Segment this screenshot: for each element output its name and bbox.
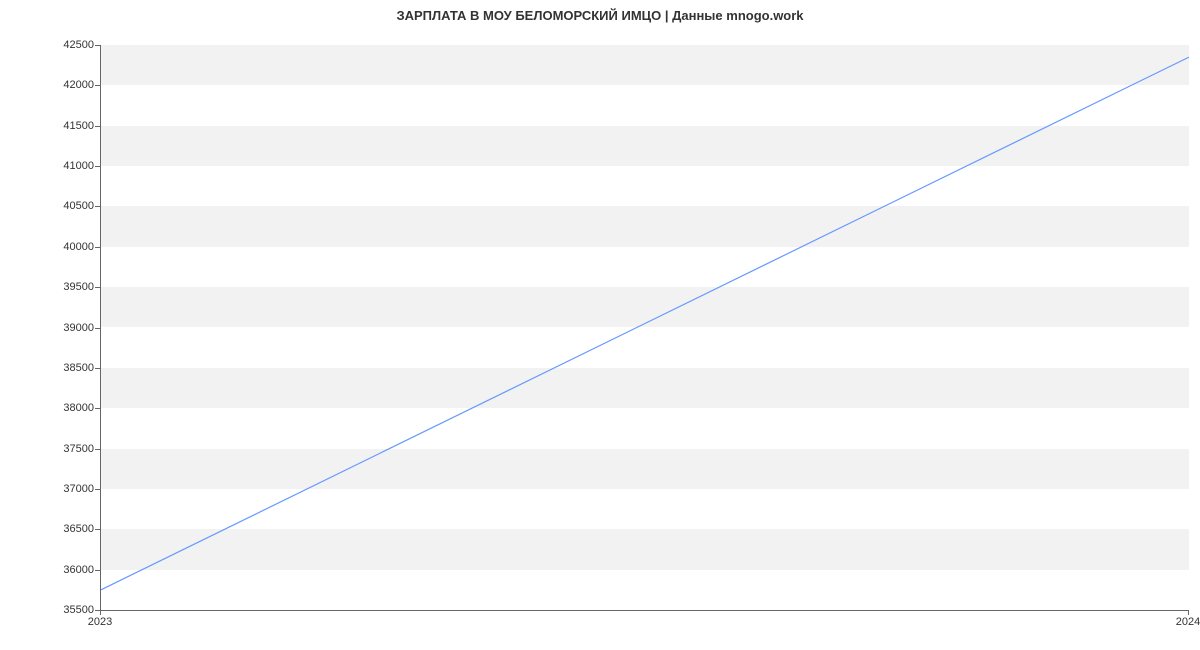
series-line <box>101 57 1189 590</box>
y-tick-label: 38500 <box>44 362 94 374</box>
y-tick-label: 39000 <box>44 322 94 334</box>
salary-line-chart: ЗАРПЛАТА В МОУ БЕЛОМОРСКИЙ ИМЦО | Данные… <box>0 0 1200 650</box>
y-tick-label: 41500 <box>44 120 94 132</box>
plot-area <box>100 45 1189 611</box>
line-series <box>101 45 1189 610</box>
x-tick-label: 2024 <box>1176 616 1200 628</box>
y-tick-label: 42000 <box>44 79 94 91</box>
y-tick-label: 37500 <box>44 443 94 455</box>
y-tick-label: 40000 <box>44 241 94 253</box>
x-tick-label: 2023 <box>88 616 112 628</box>
y-tick-label: 39500 <box>44 281 94 293</box>
chart-title: ЗАРПЛАТА В МОУ БЕЛОМОРСКИЙ ИМЦО | Данные… <box>0 8 1200 23</box>
y-tick-label: 36500 <box>44 523 94 535</box>
y-tick-label: 42500 <box>44 39 94 51</box>
y-tick-label: 37000 <box>44 483 94 495</box>
y-tick-label: 41000 <box>44 160 94 172</box>
y-tick-label: 35500 <box>44 604 94 616</box>
y-tick-label: 38000 <box>44 402 94 414</box>
y-tick-label: 36000 <box>44 564 94 576</box>
y-tick-label: 40500 <box>44 200 94 212</box>
